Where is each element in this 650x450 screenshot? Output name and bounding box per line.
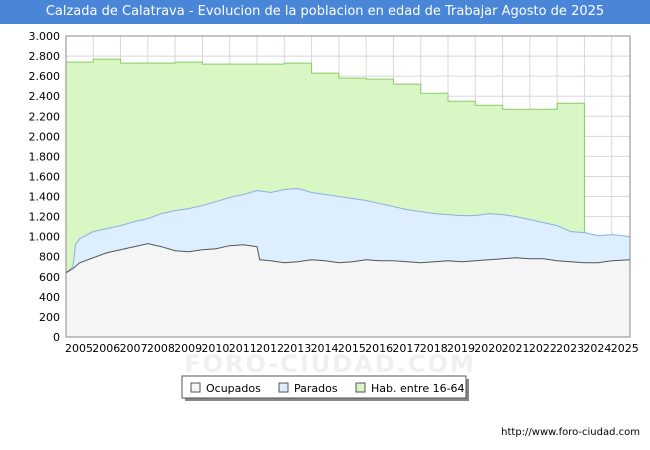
x-tick-label: 2017 xyxy=(392,342,420,355)
y-tick-label: 600 xyxy=(39,271,60,284)
x-tick-label: 2009 xyxy=(174,342,202,355)
x-tick-label: 2013 xyxy=(283,342,311,355)
legend-label-ocupados: Ocupados xyxy=(206,382,261,395)
y-tick-label: 1.200 xyxy=(29,211,61,224)
x-tick-label: 2007 xyxy=(120,342,148,355)
x-tick-label: 2025 xyxy=(611,342,639,355)
source-link[interactable]: http://www.foro-ciudad.com xyxy=(501,427,640,438)
plot-border xyxy=(65,35,631,338)
x-tick-label: 2018 xyxy=(420,342,448,355)
ocupados-line xyxy=(65,243,631,274)
legend-swatch-parados xyxy=(278,382,289,393)
ocupados-area xyxy=(66,243,630,337)
x-tick-label: 2011 xyxy=(229,342,257,355)
chart-title: Calzada de Calatrava - Evolucion de la p… xyxy=(0,0,650,24)
hab-line xyxy=(66,58,585,233)
legend: Ocupados Parados Hab. entre 16-64 xyxy=(181,375,469,401)
legend-label-parados: Parados xyxy=(294,382,338,395)
x-tick-label: 2005 xyxy=(65,342,93,355)
y-tick-label: 3.000 xyxy=(29,30,61,43)
y-tick-label: 200 xyxy=(39,311,60,324)
legend-swatch-ocupados xyxy=(190,382,201,393)
y-tick-label: 800 xyxy=(39,251,60,264)
y-tick-label: 2.000 xyxy=(29,130,61,143)
y-tick-label: 1.600 xyxy=(29,170,61,183)
y-tick-label: 2.600 xyxy=(29,70,61,83)
y-tick-label: 1.000 xyxy=(29,231,61,244)
x-tick-label: 2008 xyxy=(147,342,175,355)
x-tick-label: 2016 xyxy=(365,342,393,355)
series-areas xyxy=(65,58,631,338)
x-tick-label: 2020 xyxy=(474,342,502,355)
y-tick-label: 1.400 xyxy=(29,191,61,204)
legend-swatch-hab xyxy=(355,382,366,393)
y-tick-label: 1.800 xyxy=(29,150,61,163)
x-tick-label: 2022 xyxy=(529,342,557,355)
y-tick-label: 2.800 xyxy=(29,50,61,63)
legend-label-hab: Hab. entre 16-64 xyxy=(371,382,465,395)
y-tick-label: 400 xyxy=(39,291,60,304)
x-tick-label: 2015 xyxy=(338,342,366,355)
x-tick-label: 2023 xyxy=(556,342,584,355)
x-tick-label: 2024 xyxy=(583,342,611,355)
x-tick-label: 2012 xyxy=(256,342,284,355)
y-tick-label: 0 xyxy=(53,331,60,344)
x-tick-label: 2006 xyxy=(92,342,120,355)
y-tick-label: 2.200 xyxy=(29,110,61,123)
x-tick-label: 2010 xyxy=(201,342,229,355)
x-tick-label: 2021 xyxy=(502,342,530,355)
x-tick-label: 2019 xyxy=(447,342,475,355)
x-tick-label: 2014 xyxy=(311,342,339,355)
watermark: FORO-CIUDAD.COM xyxy=(184,350,476,378)
parados-line xyxy=(65,188,631,274)
axes: 0 200 400 600 800 1.000 1.200 1.400 1.600 1.800 2.… xyxy=(29,30,639,355)
y-tick-label: 2.400 xyxy=(29,90,61,103)
